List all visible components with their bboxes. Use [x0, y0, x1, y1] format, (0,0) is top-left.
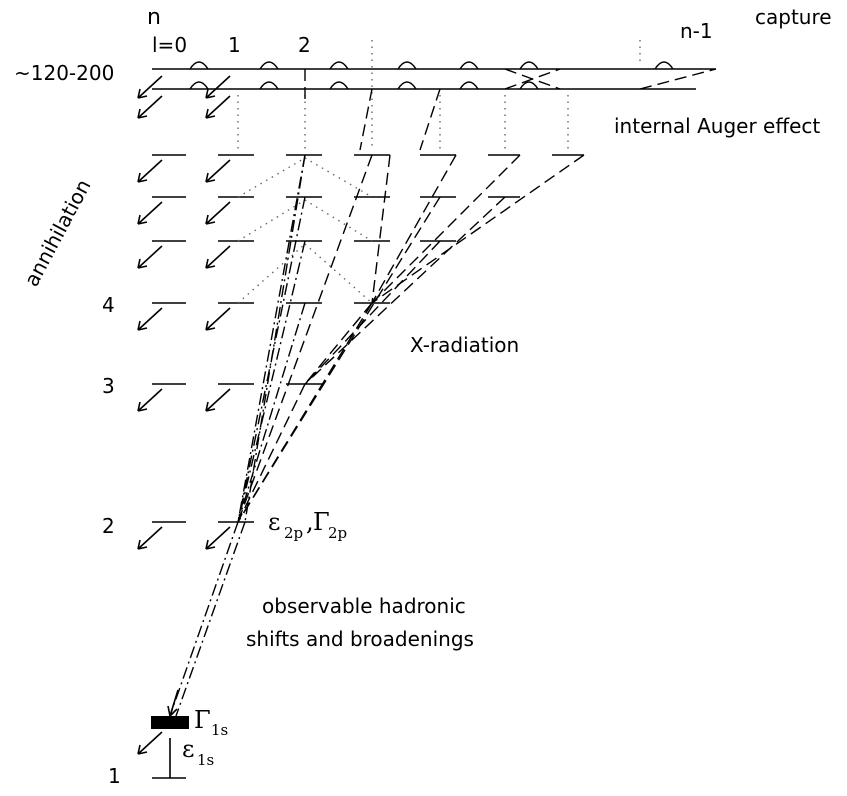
n-range-label: ~120-200 [14, 61, 114, 85]
auger-dotted-columns [237, 40, 641, 150]
gamma-2p-symbol: Γ [313, 508, 330, 536]
auger-dotted-transitions [237, 157, 373, 304]
n4-label: 4 [102, 293, 115, 317]
epsilon-1s-subscript: 1s [197, 751, 214, 769]
capture-levels [152, 61, 717, 90]
capture-label: capture [755, 5, 832, 29]
annihilation-arrows [137, 75, 231, 755]
energy-levels [151, 154, 584, 779]
x-radiation-label: X-radiation [410, 333, 519, 357]
n2-label: 2 [102, 514, 115, 538]
annihilation-label: annihilation [19, 175, 95, 290]
epsilon-1s-symbol: ε [182, 735, 194, 763]
hadronic-label-line1: observable hadronic [262, 594, 466, 618]
gamma-2p-subscript: 2p [328, 524, 347, 542]
n1-label: 1 [108, 764, 121, 788]
gamma-1s-symbol: Γ [194, 706, 211, 734]
epsilon-2p-subscript: 2p [284, 524, 303, 542]
comma-separator: , [306, 508, 314, 536]
x-ray-transitions [167, 69, 585, 717]
epsilon-2p-symbol: ε [268, 508, 280, 536]
n3-label: 3 [102, 374, 115, 398]
n-header: n [147, 5, 161, 30]
n-minus-1-label: n-1 [680, 19, 713, 43]
l2-label: 2 [298, 33, 311, 57]
l0-label: l=0 [152, 33, 187, 57]
gamma-1s-subscript: 1s [211, 721, 228, 739]
l1-label: 1 [228, 33, 241, 57]
hadronic-label-line2: shifts and broadenings [246, 627, 474, 651]
auger-label: internal Auger effect [614, 114, 820, 138]
